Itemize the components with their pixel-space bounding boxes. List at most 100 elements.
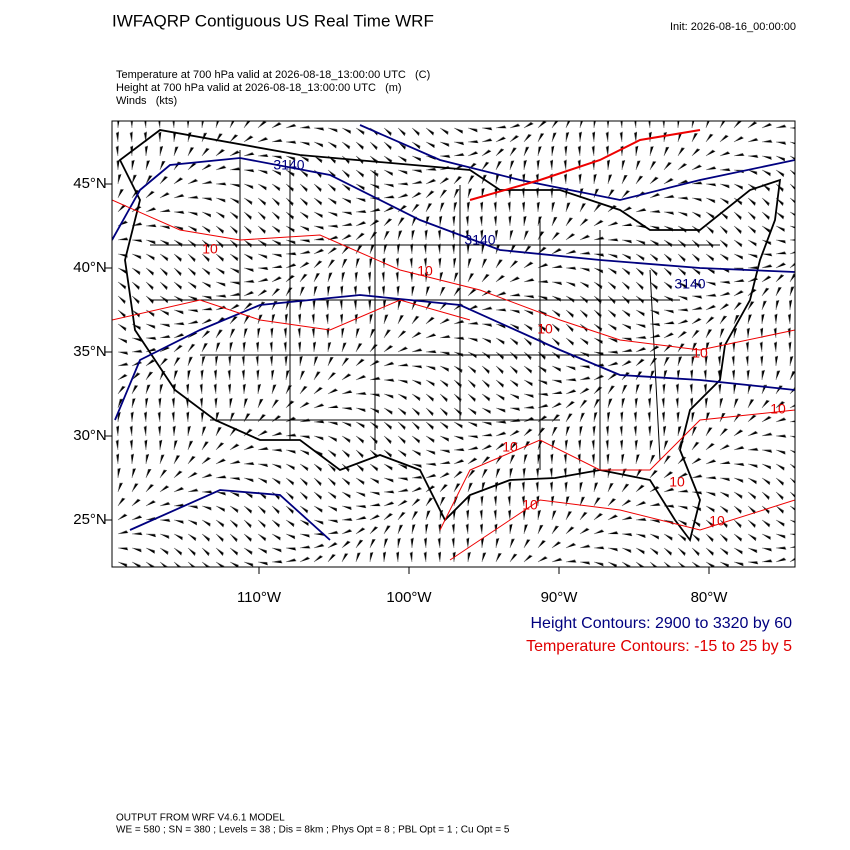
wind-barb — [397, 463, 408, 470]
wind-barb — [327, 211, 338, 217]
wind-barb — [593, 374, 604, 381]
wind-barb — [187, 533, 197, 541]
wind-barb — [397, 488, 409, 493]
wind-barb — [789, 477, 795, 484]
wind-barb — [579, 203, 586, 213]
wind-barb — [551, 323, 560, 332]
wind-barb — [774, 313, 778, 325]
wind-barb — [565, 526, 575, 535]
wind-barb — [369, 169, 379, 177]
wind-barb — [733, 547, 743, 555]
wind-barb — [509, 467, 513, 479]
wind-barb — [733, 462, 745, 467]
wind-barb — [131, 267, 141, 275]
wind-barb — [789, 557, 795, 563]
wind-barb — [747, 430, 759, 437]
wind-barb — [719, 121, 726, 129]
wind-barb — [201, 318, 212, 325]
wind-barb — [663, 211, 675, 215]
wind-barb — [341, 342, 347, 353]
wind-barb — [733, 445, 745, 451]
wind-barb — [341, 373, 352, 381]
wind-barb — [327, 505, 337, 512]
wind-barb — [285, 155, 296, 161]
wind-barb — [705, 561, 715, 567]
wind-barb — [396, 285, 400, 297]
wind-barb — [187, 211, 198, 216]
wind-barb — [131, 159, 135, 171]
wind-barb — [453, 319, 465, 325]
wind-barb — [425, 379, 435, 387]
wind-barb — [563, 453, 567, 465]
wind-barb — [453, 176, 462, 185]
wind-barb — [313, 225, 324, 230]
wind-barb — [551, 232, 560, 241]
wind-barb — [773, 327, 777, 339]
wind-barb — [537, 146, 542, 157]
wind-barb — [313, 260, 323, 269]
wind-barb — [383, 183, 394, 188]
wind-barb — [733, 533, 743, 542]
wind-barb — [453, 459, 465, 465]
wind-barb — [635, 533, 646, 539]
wind-barb — [677, 196, 689, 200]
wind-barb — [677, 472, 688, 479]
wind-barb — [327, 127, 338, 133]
wind-barb — [341, 553, 349, 563]
wind-barb — [495, 274, 505, 283]
wind-barb — [201, 163, 212, 171]
wind-barb — [215, 427, 222, 437]
wind-barb — [425, 485, 436, 493]
wind-barb — [522, 173, 526, 185]
wind-barb — [634, 121, 637, 129]
wind-barb — [481, 379, 490, 388]
wind-barb — [355, 449, 364, 459]
wind-barb — [243, 461, 255, 466]
lat-label: 40°N — [73, 259, 107, 276]
wind-barb — [789, 155, 795, 161]
wind-barb — [789, 286, 795, 297]
wind-barb — [605, 131, 609, 143]
temperature-contour-label: 10 — [669, 474, 685, 490]
wind-barb — [257, 266, 269, 271]
wind-barb — [691, 267, 701, 275]
wind-barb — [257, 314, 263, 325]
wind-barb — [634, 397, 638, 409]
wind-barb — [663, 487, 675, 493]
wind-barb — [159, 334, 171, 339]
wind-barb — [130, 453, 135, 465]
wind-barb — [480, 229, 484, 241]
wind-barb — [285, 491, 294, 500]
wind-barb — [327, 259, 335, 269]
wind-barb — [229, 412, 235, 423]
wind-barb — [271, 505, 280, 515]
wind-barb — [733, 398, 739, 409]
wind-barb — [271, 169, 281, 176]
wind-barb — [705, 459, 717, 465]
wind-barb — [467, 435, 479, 439]
wind-barb — [144, 121, 147, 129]
wind-barb — [411, 463, 422, 468]
wind-barb — [579, 376, 591, 381]
wind-barb — [663, 177, 674, 185]
wind-barb — [272, 155, 283, 159]
wind-barb — [201, 519, 211, 527]
wind-barb — [523, 554, 533, 563]
wind-barb — [242, 383, 246, 395]
wind-barb — [369, 552, 374, 563]
wind-barb — [271, 225, 281, 234]
wind-barb — [411, 203, 420, 213]
wind-barb — [607, 385, 615, 395]
wind-barb — [747, 519, 756, 528]
wind-barb — [453, 351, 464, 357]
wind-barb — [747, 277, 759, 283]
wind-barb — [565, 266, 577, 270]
wind-barb — [635, 309, 645, 317]
wind-barb — [383, 525, 391, 535]
wind-barb — [705, 329, 712, 339]
wind-barb — [437, 229, 442, 241]
wind-barb — [467, 379, 476, 389]
wind-barb — [635, 160, 641, 171]
wind-barb — [775, 300, 780, 311]
wind-barb — [243, 183, 254, 190]
